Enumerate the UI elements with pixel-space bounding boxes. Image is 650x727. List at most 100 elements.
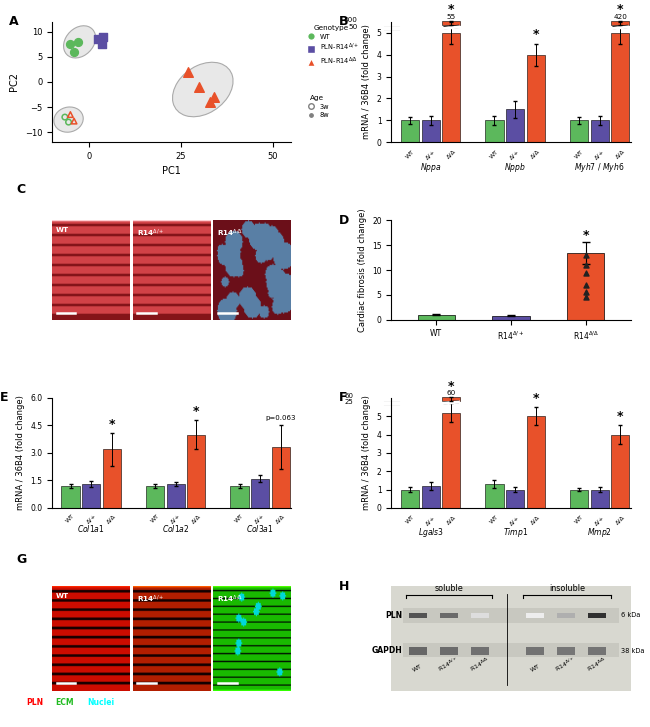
Text: Δ/+: Δ/+ xyxy=(85,513,97,525)
Text: *: * xyxy=(448,380,454,393)
Bar xyxy=(611,20,629,25)
Bar xyxy=(82,484,100,508)
Text: $\it{Col3a1}$: $\it{Col3a1}$ xyxy=(246,523,274,534)
Text: *: * xyxy=(532,28,539,41)
Text: *: * xyxy=(448,4,454,16)
Text: $\it{Timp1}$: $\it{Timp1}$ xyxy=(502,526,528,539)
Bar xyxy=(442,413,460,508)
Text: 55: 55 xyxy=(447,15,456,20)
Text: Δ/Δ: Δ/Δ xyxy=(275,513,286,524)
Point xyxy=(580,279,591,291)
Bar xyxy=(409,647,427,655)
Text: Δ/Δ: Δ/Δ xyxy=(615,514,626,526)
Text: $\it{Myh7}$ / $\it{Myh6}$: $\it{Myh7}$ / $\it{Myh6}$ xyxy=(575,161,625,174)
Text: H: H xyxy=(339,579,349,593)
Text: $\it{Mmp2}$: $\it{Mmp2}$ xyxy=(587,526,612,539)
Bar xyxy=(526,417,545,508)
Text: D: D xyxy=(339,214,349,228)
Bar xyxy=(166,484,185,508)
Bar xyxy=(440,647,458,655)
Bar xyxy=(588,613,606,618)
Bar xyxy=(103,449,121,508)
Point xyxy=(580,286,591,298)
Text: WT: WT xyxy=(489,514,500,525)
Text: Δ/+: Δ/+ xyxy=(593,149,605,161)
Text: Δ/Δ: Δ/Δ xyxy=(530,149,541,160)
Text: R14$^{Δ/+}$: R14$^{Δ/+}$ xyxy=(136,228,164,238)
Text: Δ/Δ: Δ/Δ xyxy=(190,513,202,524)
Text: WT: WT xyxy=(405,149,415,159)
Text: 420: 420 xyxy=(613,15,627,20)
Text: *: * xyxy=(193,405,200,418)
Text: Δ/+: Δ/+ xyxy=(424,149,437,161)
Text: $\it{Col1a2}$: $\it{Col1a2}$ xyxy=(162,523,189,534)
Point xyxy=(73,36,83,48)
Point xyxy=(209,91,219,103)
Bar xyxy=(471,613,489,618)
Point xyxy=(69,46,79,57)
Text: Δ/+: Δ/+ xyxy=(424,514,437,526)
Bar xyxy=(526,55,545,142)
Text: R14$^{Δ/+}$: R14$^{Δ/+}$ xyxy=(437,654,461,674)
Text: F: F xyxy=(339,391,347,404)
Point xyxy=(63,116,73,128)
Text: Δ/Δ: Δ/Δ xyxy=(615,149,626,160)
Bar xyxy=(422,120,439,142)
Point xyxy=(96,39,107,50)
Text: PLN: PLN xyxy=(26,698,43,707)
Text: R14$^{Δ/+}$: R14$^{Δ/+}$ xyxy=(136,593,164,605)
Bar xyxy=(590,120,608,142)
Bar xyxy=(471,647,489,655)
Bar xyxy=(417,315,455,320)
Bar xyxy=(526,613,544,618)
Bar xyxy=(557,613,575,618)
Bar xyxy=(442,397,460,401)
Point xyxy=(60,111,70,123)
Text: WT: WT xyxy=(489,149,500,159)
Text: 6 kDa: 6 kDa xyxy=(621,612,640,618)
Text: GAPDH: GAPDH xyxy=(371,646,402,655)
Bar xyxy=(146,486,164,508)
Text: WT: WT xyxy=(405,514,415,525)
Text: WT: WT xyxy=(150,513,161,523)
Bar xyxy=(570,120,588,142)
Y-axis label: PC2: PC2 xyxy=(9,73,20,92)
Text: WT: WT xyxy=(56,593,69,599)
Ellipse shape xyxy=(54,107,83,132)
Bar xyxy=(251,478,269,508)
Text: A: A xyxy=(9,15,19,28)
Bar xyxy=(401,489,419,508)
Y-axis label: mRNA / 36B4 (fold change): mRNA / 36B4 (fold change) xyxy=(362,395,371,510)
Point xyxy=(194,81,204,93)
Bar xyxy=(588,647,606,655)
Point xyxy=(580,292,591,303)
Text: R14$^{Δ/+}$: R14$^{Δ/+}$ xyxy=(554,654,578,674)
Bar xyxy=(409,613,427,618)
Text: B: B xyxy=(339,15,348,28)
Y-axis label: Cardiac fibrosis (fold change): Cardiac fibrosis (fold change) xyxy=(358,208,367,332)
Bar xyxy=(62,486,79,508)
Text: WT: WT xyxy=(529,664,540,672)
Ellipse shape xyxy=(64,25,96,58)
Text: 50: 50 xyxy=(349,23,358,30)
Bar xyxy=(557,647,575,655)
Bar xyxy=(506,109,524,142)
Point xyxy=(580,260,591,271)
Bar xyxy=(492,316,530,320)
Text: Δ/+: Δ/+ xyxy=(593,514,605,526)
Text: WT: WT xyxy=(574,149,584,159)
Bar xyxy=(570,489,588,508)
Text: *: * xyxy=(617,4,623,16)
Text: G: G xyxy=(16,553,27,566)
Bar xyxy=(611,33,629,142)
Bar xyxy=(442,33,460,142)
Point xyxy=(69,116,79,127)
Bar xyxy=(272,447,290,508)
Text: Δ/Δ: Δ/Δ xyxy=(446,514,457,526)
Text: soluble: soluble xyxy=(434,585,463,593)
Text: $\it{Col1a1}$: $\it{Col1a1}$ xyxy=(77,523,105,534)
X-axis label: PC1: PC1 xyxy=(162,166,181,177)
Text: Nuclei: Nuclei xyxy=(88,698,115,707)
Text: Δ/+: Δ/+ xyxy=(170,513,181,525)
Text: 60: 60 xyxy=(344,393,353,399)
